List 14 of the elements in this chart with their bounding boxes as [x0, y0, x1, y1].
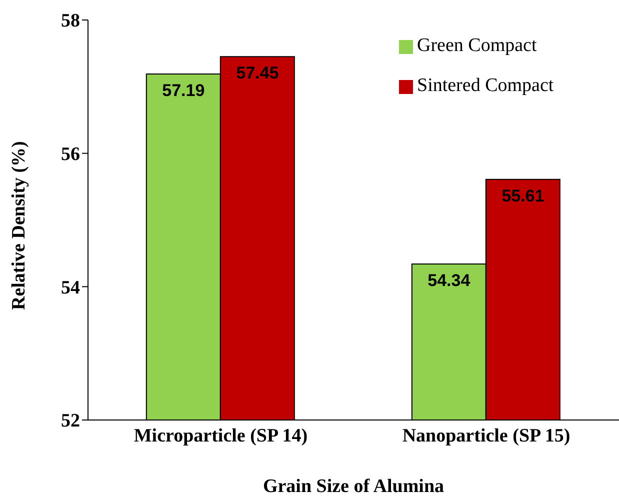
- data-label: 54.34: [428, 271, 471, 290]
- x-tick-label: Microparticle (SP 14): [134, 425, 308, 446]
- legend-label: Green Compact: [417, 35, 537, 56]
- y-tick-label: 58: [61, 10, 80, 32]
- data-label: 57.19: [162, 81, 205, 100]
- data-label: 55.61: [502, 186, 544, 206]
- y-tick-label: 52: [61, 410, 80, 432]
- y-tick-label: 56: [61, 144, 80, 166]
- y-tick-label: 54: [61, 277, 80, 298]
- x-tick-label: Nanoparticle (SP 15): [402, 425, 570, 446]
- data-label: 57.45: [236, 64, 279, 83]
- legend-label: Sintered Compact: [417, 75, 554, 96]
- y-axis-title: Relative Density (%): [8, 141, 30, 310]
- x-axis-title: Grain Size of Alumina: [262, 476, 445, 497]
